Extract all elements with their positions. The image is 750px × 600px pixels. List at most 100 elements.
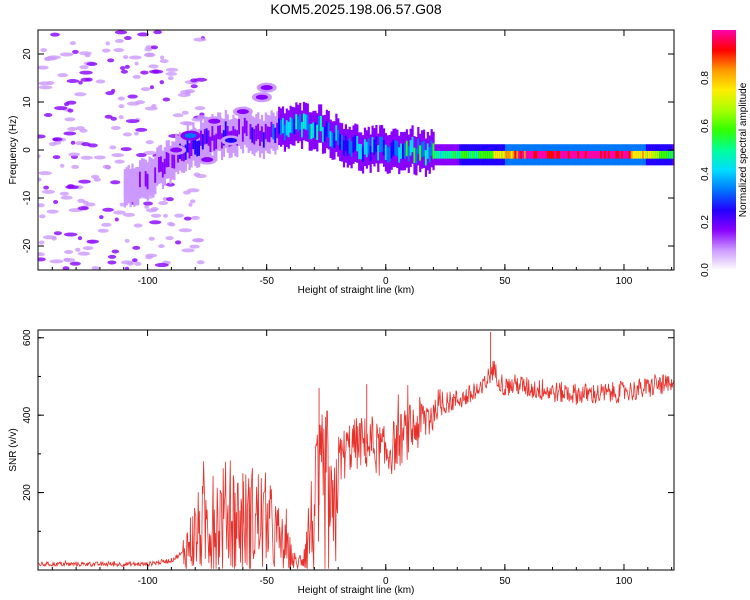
colorbar-gradient — [712, 30, 736, 270]
spectrogram-noise-cell — [122, 132, 133, 137]
snr-x-tick-label: -100 — [138, 576, 158, 587]
spectrogram-noise-cell — [57, 73, 69, 78]
spectrogram-plot-area — [38, 30, 674, 270]
colorbar-tick-label: 0.8 — [700, 71, 711, 85]
spectrogram-noise-cell — [148, 64, 159, 69]
spectrogram-noise-cell — [78, 179, 91, 184]
spectrogram-ridge-cell — [581, 150, 584, 159]
spectrogram-ridge-cell — [605, 150, 609, 159]
spectrogram-ridge-cell — [213, 135, 216, 151]
spectrogram-ridge-cell — [238, 119, 241, 135]
spectrogram-noise-cell — [43, 113, 53, 118]
spectrogram-ridge-cell — [645, 150, 649, 159]
spectrogram-ridge-cell — [201, 134, 205, 150]
spectrogram-noise-cell — [113, 48, 125, 53]
spectrogram-ridge-cell — [257, 123, 260, 140]
spectrogram-ridge-cell — [350, 141, 353, 157]
spectrogram-ridge-cell — [482, 150, 485, 159]
spectrogram-ridge-cell — [129, 180, 132, 196]
spectrogram-noise-cell — [128, 55, 142, 60]
spectrogram-ridge-cell — [125, 178, 128, 195]
spectrogram-patch — [255, 94, 268, 100]
spectrogram-y-tick-label: -10 — [22, 190, 33, 205]
spectrogram-patch — [170, 147, 183, 153]
spectrogram-ridge-cell — [670, 150, 673, 159]
spectrogram-ridge-cell — [327, 122, 330, 138]
spectrogram-noise-cell — [105, 41, 110, 46]
spectrogram-ridge-cell — [577, 150, 580, 159]
spectrogram-ridge-cell — [146, 173, 149, 190]
spectrogram-ridge-cell — [563, 150, 567, 159]
spectrogram-ridge-cell — [312, 122, 315, 138]
spectrogram-ridge-cell — [369, 146, 372, 162]
spectrogram-noise-cell — [110, 116, 117, 121]
snr-y-tick-label: 400 — [22, 406, 33, 423]
spectrogram-noise-cell — [111, 153, 125, 158]
spectrogram-x-tick-label: 50 — [499, 276, 511, 287]
spectrogram-ridge-cell — [308, 123, 311, 140]
spectrogram-ridge-cell — [619, 150, 622, 159]
spectrogram-ridge-cell — [367, 138, 370, 154]
snr-y-ticks: 200 400 600 — [22, 329, 674, 532]
spectrogram-ridge-cell — [480, 150, 483, 159]
spectrogram-ridge-cell — [451, 150, 454, 159]
spectrogram-ridge-cell — [138, 171, 142, 188]
spectrogram-ridge-cell — [653, 150, 656, 159]
spectrogram-ridge-cell — [447, 150, 450, 159]
spectrogram-ridge-cell — [462, 150, 466, 159]
spectrogram-ridge-cell — [352, 136, 355, 153]
spectrogram-ridge-cell — [630, 150, 633, 159]
spectrogram-y-axis-label: Frequency (Hz) — [8, 116, 19, 185]
spectrogram-noise-cell — [60, 195, 73, 200]
spectrogram-ridge-cell — [365, 141, 368, 158]
spectrogram-ridge-cell — [247, 126, 250, 142]
spectrogram-ridge-cell — [291, 118, 294, 134]
spectrogram-ridge-cell — [152, 170, 155, 186]
spectrogram-noise-cell — [38, 85, 53, 90]
spectrogram-ridge-cell — [409, 140, 412, 156]
spectrogram-ridge-cell — [276, 122, 279, 139]
snr-plot-area — [38, 331, 674, 569]
spectrogram-noise-cell — [114, 217, 119, 222]
spectrogram-noise-cell — [110, 125, 121, 130]
spectrogram-noise-cell — [39, 214, 46, 219]
spectrogram-ridge-cell — [163, 158, 166, 175]
spectrogram-noise-cell — [111, 88, 116, 93]
spectrogram-noise-cell — [54, 106, 68, 111]
spectrogram-ridge-cell — [506, 150, 509, 159]
colorbar-label: Normalized spectral amplitude — [738, 82, 749, 217]
spectrogram-ridge-cell — [640, 150, 643, 159]
spectrogram-ridge-cell — [171, 152, 174, 169]
spectrogram-ridge-cell — [297, 116, 300, 132]
spectrogram-ridge-cell — [192, 133, 195, 150]
spectrogram-ridge-cell — [422, 141, 426, 157]
spectrogram-ridge-cell — [325, 121, 328, 137]
spectrogram-noise-cell — [114, 30, 128, 35]
spectrogram-ridge-cell — [483, 150, 487, 159]
spectrogram-ridge-cell — [329, 131, 332, 147]
spectrogram-ridge-cell — [199, 130, 203, 146]
spectrogram-ridge-cell — [571, 150, 574, 159]
spectrogram-ridge-cell — [320, 115, 323, 132]
spectrogram-noise-cell — [38, 154, 41, 159]
spectrogram-ridge-cell — [445, 150, 449, 159]
spectrogram-noise-cell — [194, 106, 206, 111]
spectrogram-ridge-cell — [388, 146, 391, 162]
snr-x-tick-label: -50 — [259, 576, 274, 587]
spectrogram-ridge-cell — [219, 124, 222, 140]
spectrogram-noise-cell — [67, 108, 74, 113]
spectrogram-ridge-cell — [266, 126, 269, 142]
spectrogram-x-tick-label: -50 — [259, 276, 274, 287]
spectrogram-noise-cell — [172, 113, 184, 118]
spectrogram-noise-cell — [52, 137, 63, 142]
spectrogram-ridge-cell — [459, 150, 462, 159]
spectrogram-ridge-cell — [474, 150, 477, 159]
spectrogram-ridge-cell — [508, 150, 511, 159]
spectrogram-ridge-cell — [594, 150, 597, 159]
spectrogram-ridge-cell — [360, 143, 363, 160]
snr-y-axis-label: SNR (v/v) — [8, 428, 19, 471]
spectrogram-ridge-cell — [182, 146, 186, 162]
spectrogram-ridge-cell — [613, 150, 616, 159]
spectrogram-noise-cell — [63, 257, 71, 262]
spectrogram-ridge-cell — [523, 150, 527, 159]
